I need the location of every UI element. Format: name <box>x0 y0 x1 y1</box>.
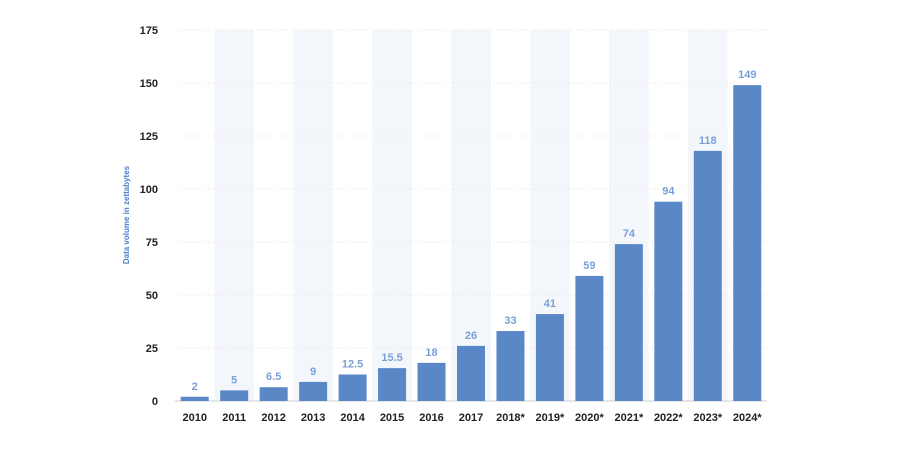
data-label-2023: 118 <box>699 135 717 147</box>
bar-2020[interactable] <box>575 275 604 401</box>
x-tick-label: 2013 <box>301 412 325 424</box>
bar-2013[interactable] <box>299 381 328 401</box>
x-tick-label: 2024* <box>733 412 762 424</box>
x-tick-label: 2022* <box>654 412 683 424</box>
data-labels: 2 5 6.5 9 12.5 15.5 18 26 33 41 59 74 94 118 149 <box>192 69 757 393</box>
x-tick-label: 2017 <box>459 412 483 424</box>
x-tick-label: 2020* <box>575 412 604 424</box>
y-tick-label: 0 <box>152 396 158 408</box>
data-label-2019: 41 <box>544 298 556 310</box>
y-tick-label: 50 <box>146 290 158 302</box>
data-label-2018: 33 <box>504 315 516 327</box>
y-tick-label: 175 <box>140 25 158 37</box>
x-tick-label: 2015 <box>380 412 404 424</box>
x-tick-label: 2023* <box>693 412 722 424</box>
data-label-2016: 18 <box>425 347 437 359</box>
y-tick-label: 100 <box>140 184 158 196</box>
bar-2021[interactable] <box>614 244 643 401</box>
data-label-2020: 59 <box>583 260 595 272</box>
x-axis-ticks: 2010 2011 2012 2013 2014 2015 2016 2017 2018* 201… <box>182 412 762 424</box>
x-tick-label: 2016 <box>419 412 443 424</box>
bar-2011[interactable] <box>220 390 249 401</box>
column-shading <box>214 30 728 401</box>
x-tick-label: 2012 <box>261 412 285 424</box>
bar-2012[interactable] <box>259 387 288 401</box>
data-label-2012: 6.5 <box>266 371 281 383</box>
y-tick-label: 75 <box>146 237 158 249</box>
y-tick-label: 150 <box>140 78 158 90</box>
x-tick-label: 2021* <box>614 412 643 424</box>
data-label-2017: 26 <box>465 330 477 342</box>
x-tick-label: 2018* <box>496 412 525 424</box>
data-label-2013: 9 <box>310 366 316 378</box>
data-label-2022: 94 <box>662 186 675 198</box>
bar-2023[interactable] <box>693 150 722 401</box>
data-label-2010: 2 <box>192 381 198 393</box>
bar-2019[interactable] <box>535 314 564 401</box>
data-label-2014: 12.5 <box>342 359 363 371</box>
data-label-2011: 5 <box>231 374 237 386</box>
x-tick-label: 2011 <box>222 412 246 424</box>
bar-2018[interactable] <box>496 331 525 401</box>
bar-2017[interactable] <box>457 345 485 401</box>
bar-2015[interactable] <box>378 368 407 401</box>
x-tick-label: 2019* <box>536 412 565 424</box>
data-label-2021: 74 <box>623 228 636 240</box>
y-axis-ticks: 0 25 50 75 100 125 150 175 <box>140 25 158 408</box>
bar-2024[interactable] <box>733 85 762 402</box>
bar-2014[interactable] <box>338 374 367 402</box>
bar-2022[interactable] <box>654 201 683 401</box>
x-tick-label: 2014 <box>340 412 365 424</box>
bars <box>180 85 762 402</box>
column-shade-7 <box>451 30 491 401</box>
data-label-2024: 149 <box>738 69 756 81</box>
column-shade-3 <box>293 30 333 401</box>
column-shade-1 <box>214 30 254 401</box>
bar-2016[interactable] <box>417 362 446 401</box>
bar-2010[interactable] <box>180 396 209 401</box>
y-tick-label: 125 <box>140 131 158 143</box>
column-shade-5 <box>372 30 412 401</box>
y-axis-label: Data volume in zettabytes <box>122 165 131 264</box>
x-tick-label: 2010 <box>182 412 206 424</box>
y-tick-label: 25 <box>146 343 158 355</box>
data-label-2015: 15.5 <box>381 352 402 364</box>
